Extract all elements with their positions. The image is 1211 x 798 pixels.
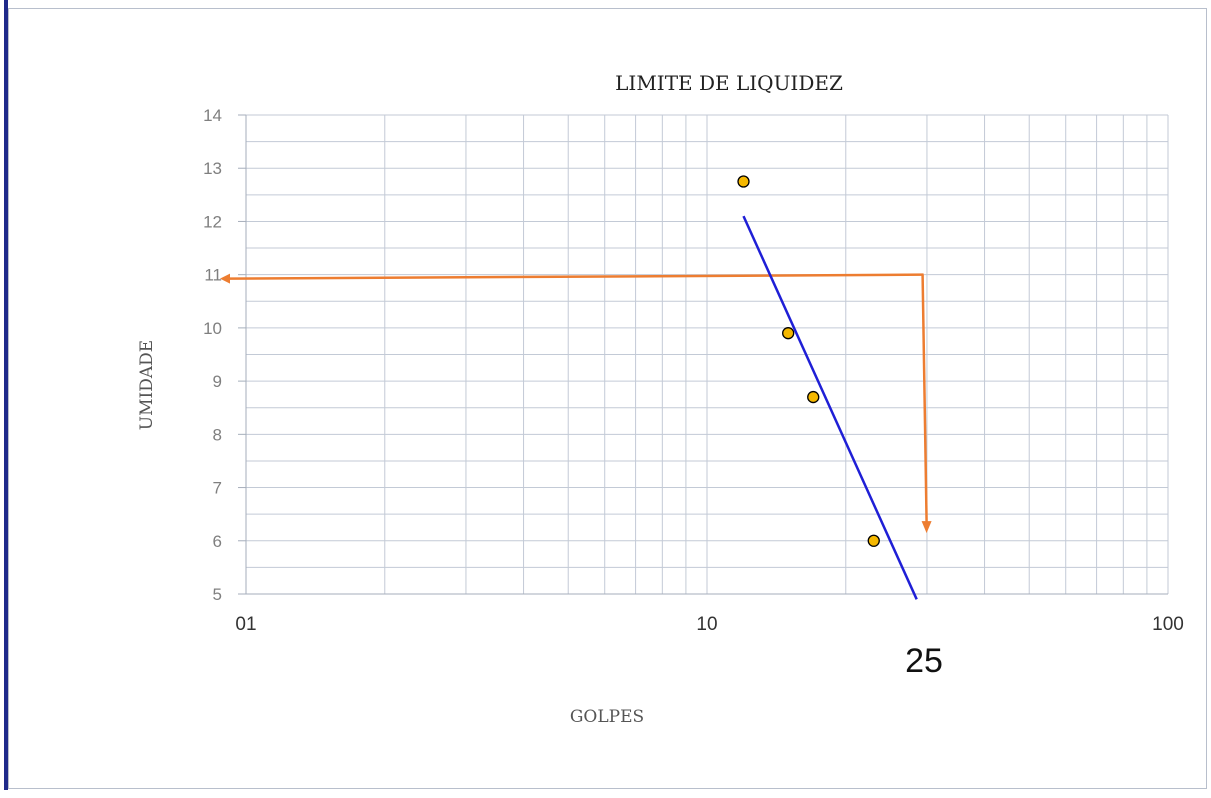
- annotation-horizontal-line: [227, 273, 924, 280]
- data-point: [782, 327, 795, 340]
- y-tick-label: 12: [203, 212, 222, 231]
- y-tick-label: 5: [213, 585, 222, 604]
- x-tick-label: 10: [696, 614, 717, 635]
- x-tick-label: 100: [1152, 614, 1184, 635]
- annotation-vertical-line: [921, 274, 928, 523]
- y-tick-label: 14: [203, 106, 222, 125]
- annotation-left-arrowhead: [220, 273, 230, 284]
- ticks-layer: 5 6 7 8 9 10 11 12 13 14 01 10 100: [203, 106, 1184, 635]
- x-tick-label: 01: [235, 614, 256, 635]
- grid-layer: [245, 114, 1169, 595]
- left-frame-border: [4, 0, 8, 790]
- annotation-down-arrowhead: [921, 521, 932, 534]
- points-layer: [737, 175, 880, 547]
- annotation-lines-layer: [220, 273, 932, 534]
- y-axis-label: UMIDADE: [137, 340, 157, 430]
- y-tick-label: 11: [204, 266, 222, 285]
- y-tick-label: 13: [203, 159, 222, 178]
- trendline: [742, 215, 918, 600]
- data-point: [867, 534, 880, 547]
- trendline-layer: [742, 215, 918, 600]
- data-point: [737, 175, 750, 188]
- chart-title: LIMITE DE LIQUIDEZ: [615, 71, 843, 95]
- annotation-value-label: 25: [905, 642, 943, 680]
- y-tick-label: 7: [213, 479, 222, 498]
- y-tick-label: 6: [213, 532, 222, 551]
- y-tick-label: 10: [203, 319, 222, 338]
- chart-frame: [8, 8, 1207, 789]
- data-point: [807, 390, 820, 404]
- x-axis-label: GOLPES: [570, 707, 644, 727]
- y-tick-label: 9: [213, 372, 222, 391]
- y-tick-label: 8: [213, 425, 222, 444]
